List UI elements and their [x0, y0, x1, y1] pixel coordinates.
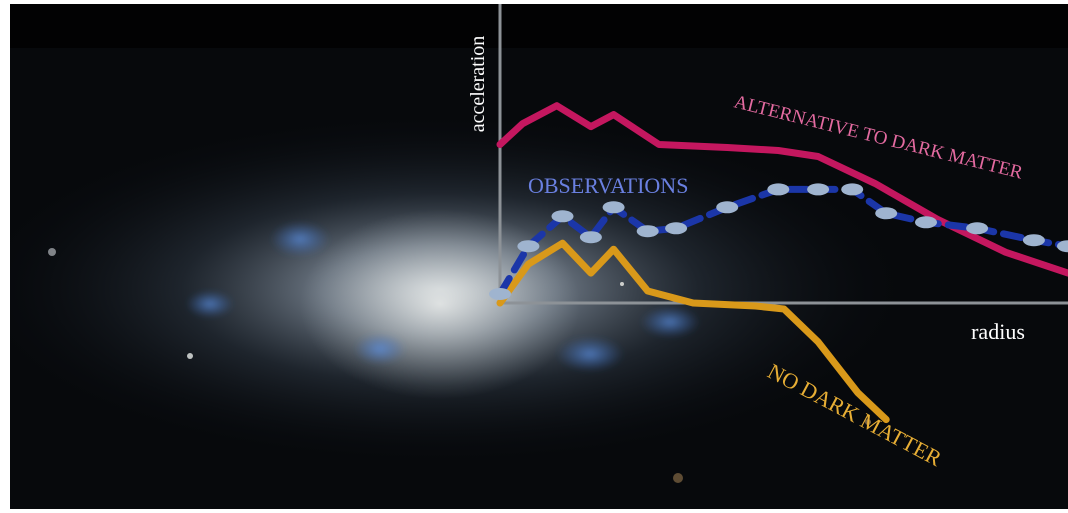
series-line-no-dark-matter — [496, 239, 890, 424]
data-point-observations-1 — [517, 240, 540, 253]
data-point-observations-13 — [966, 222, 989, 235]
series-line-alternative-to-dark-matter — [496, 102, 1068, 277]
chart-figure: acceleration radius ALTERNATIVE TO DARK … — [10, 4, 1068, 509]
data-point-observations-7 — [716, 201, 739, 214]
chart-axes: acceleration radius — [467, 4, 1068, 344]
data-point-observations-6 — [665, 222, 688, 235]
data-point-observations-0 — [489, 288, 511, 300]
chart-canvas: acceleration radius ALTERNATIVE TO DARK … — [10, 4, 1068, 509]
data-point-observations-8 — [767, 183, 790, 196]
galaxy-background — [10, 4, 1068, 509]
data-point-observations-4 — [602, 201, 625, 214]
series-line-observations — [496, 185, 1068, 298]
x-axis-label: radius — [971, 319, 1025, 344]
data-point-observations-14 — [1022, 234, 1045, 247]
series-layer — [489, 102, 1068, 424]
data-point-observations-3 — [579, 231, 602, 244]
data-point-observations-11 — [875, 207, 898, 220]
data-point-observations-15 — [1057, 240, 1068, 253]
data-point-observations-12 — [915, 216, 937, 229]
data-point-observations-2 — [551, 210, 574, 223]
data-point-observations-5 — [636, 225, 659, 238]
data-point-observations-10 — [841, 183, 864, 196]
series-label-observations: OBSERVATIONS — [528, 173, 688, 198]
data-point-observations-9 — [807, 183, 830, 196]
y-axis-label: acceleration — [467, 36, 489, 133]
